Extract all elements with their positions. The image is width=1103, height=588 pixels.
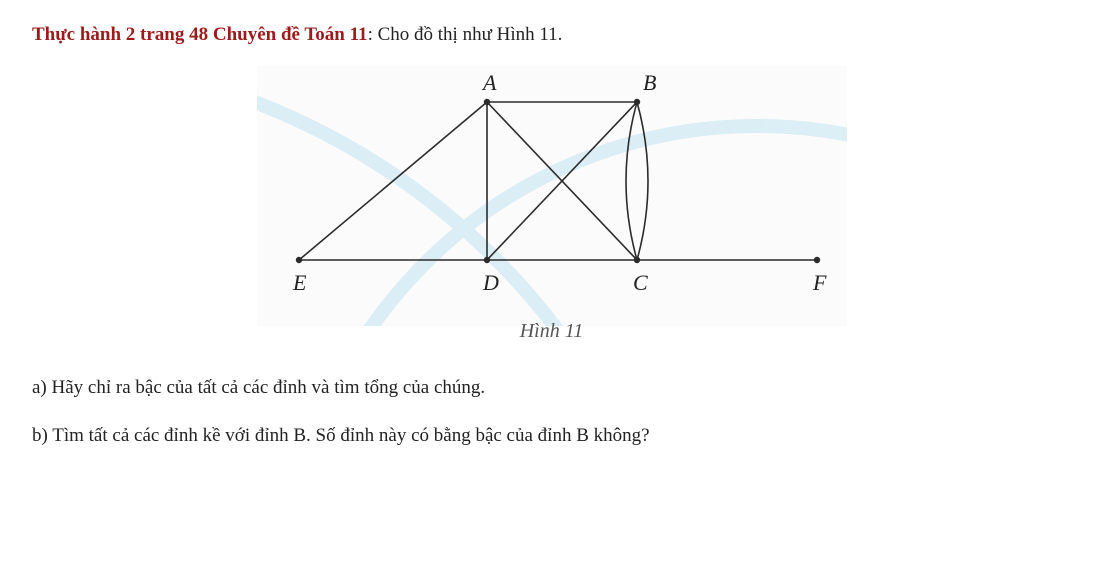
svg-text:D: D — [482, 270, 499, 295]
svg-text:A: A — [481, 70, 497, 95]
heading-statement: : Cho đồ thị như Hình 11. — [368, 24, 563, 45]
svg-text:B: B — [643, 70, 656, 95]
graph-diagram: A B C D E F — [257, 66, 847, 326]
problem-heading: Thực hành 2 trang 48 Chuyên đề Toán 11: … — [32, 24, 1071, 46]
svg-text:E: E — [292, 270, 307, 295]
svg-text:F: F — [812, 270, 827, 295]
figure-container: ABCDEF Hình 11 — [32, 66, 1071, 343]
heading-reference: Thực hành 2 trang 48 Chuyên đề Toán 11 — [32, 24, 368, 45]
svg-text:C: C — [633, 270, 648, 295]
question-b: b) Tìm tất cả các đỉnh kề với đỉnh B. Số… — [32, 421, 1071, 451]
question-a: a) Hãy chỉ ra bậc của tất cả các đỉnh và… — [32, 373, 1071, 403]
